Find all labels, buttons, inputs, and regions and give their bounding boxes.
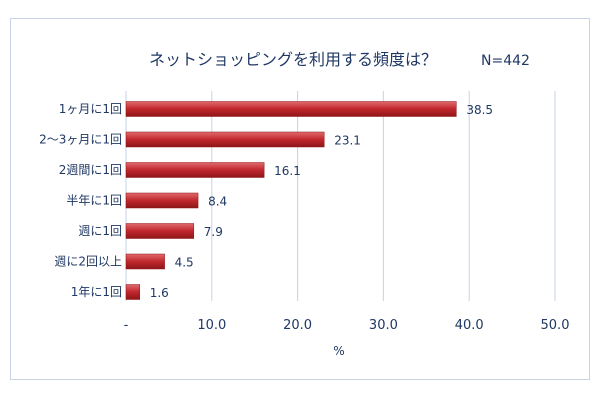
- bar: [125, 223, 195, 239]
- bar: [125, 101, 457, 117]
- x-tick-label: 50.0: [541, 318, 570, 333]
- category-label: 1年に1回: [71, 285, 122, 299]
- chart-frame: ネットショッピングを利用する頻度は？ N=442 38.5 23.1 16.1 8.4…: [10, 18, 590, 380]
- bar: [125, 192, 199, 209]
- bar: [125, 131, 325, 148]
- bar-value-label: 1.6: [150, 286, 169, 300]
- bar-value-label: 7.9: [204, 225, 223, 239]
- x-tick-labels: - 10.0 20.0 30.0 40.0 50.0: [124, 318, 570, 333]
- x-tick-label: -: [124, 318, 129, 333]
- category-label: 1ヶ月に1回: [59, 102, 122, 116]
- category-label: 2週間に1回: [59, 163, 122, 177]
- bar-value-label: 4.5: [175, 256, 194, 270]
- category-label: 週に2回以上: [54, 255, 122, 269]
- frequency-bar-chart: ネットショッピングを利用する頻度は？ N=442 38.5 23.1 16.1 8.4…: [39, 50, 570, 358]
- x-tick-label: 30.0: [369, 318, 398, 333]
- bar: [125, 253, 165, 270]
- chart-title: ネットショッピングを利用する頻度は？: [149, 50, 437, 69]
- x-tick-label: 40.0: [455, 318, 484, 333]
- bar: [125, 284, 140, 300]
- bar-value-label: 8.4: [208, 195, 227, 209]
- sample-size-note: N=442: [481, 53, 530, 69]
- bar-value-label: 16.1: [274, 164, 301, 178]
- bars: 38.5 23.1 16.1 8.4 7.9 4.5 1.6: [125, 101, 493, 300]
- bar-value-label: 38.5: [466, 103, 493, 117]
- bar-value-label: 23.1: [334, 134, 361, 148]
- category-label: 半年に1回: [66, 194, 122, 208]
- bar: [125, 162, 265, 178]
- x-tick-label: 10.0: [197, 318, 226, 333]
- x-tick-label: 20.0: [283, 318, 312, 333]
- x-axis-label: %: [333, 344, 344, 358]
- category-label: 週に1回: [78, 224, 122, 238]
- category-label: 2～3ヶ月に1回: [39, 133, 122, 147]
